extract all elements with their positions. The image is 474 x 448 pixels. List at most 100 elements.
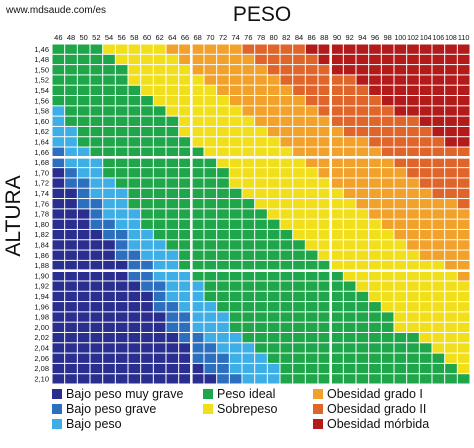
heatmap-cell — [419, 343, 432, 353]
heatmap-cell — [343, 343, 356, 353]
heatmap-cell — [103, 353, 115, 363]
heatmap-cell — [242, 322, 255, 332]
heatmap-cell — [65, 271, 77, 281]
heatmap-cell — [331, 209, 343, 219]
heatmap-cell — [381, 137, 394, 147]
heatmap-cell — [65, 96, 77, 106]
heatmap-cell — [128, 363, 141, 374]
heatmap-cell — [457, 137, 470, 147]
heatmap-cell — [457, 281, 470, 291]
heatmap-cell — [115, 322, 128, 332]
heatmap-cell — [217, 75, 229, 85]
heatmap-cell — [90, 75, 103, 85]
heatmap-cell — [343, 271, 356, 281]
heatmap-cell — [356, 199, 369, 209]
heatmap-cell — [331, 199, 343, 209]
heatmap-cell — [369, 54, 381, 65]
heatmap-cell — [242, 312, 255, 322]
heatmap-cell — [419, 229, 432, 240]
heatmap-cell — [90, 44, 103, 54]
heatmap-cell — [305, 199, 318, 209]
heatmap-cell — [128, 137, 141, 147]
heatmap-cell — [90, 363, 103, 374]
y-tick-label: 1,60 — [34, 117, 49, 126]
y-tick-label: 1,50 — [34, 65, 49, 74]
heatmap-cell — [65, 302, 77, 312]
heatmap-cell — [153, 209, 166, 219]
heatmap-cell — [242, 178, 255, 188]
heatmap-cell — [432, 106, 445, 116]
heatmap-cell — [457, 126, 470, 137]
heatmap-cell — [432, 260, 445, 271]
y-tick-label: 1,84 — [34, 241, 49, 250]
heatmap-cell — [394, 240, 407, 250]
heatmap-cell — [280, 363, 293, 374]
heatmap-cell — [103, 199, 115, 209]
heatmap-cell — [115, 363, 128, 374]
heatmap-cell — [166, 229, 179, 240]
heatmap-cell — [343, 229, 356, 240]
heatmap-cell — [293, 312, 305, 322]
heatmap-cell — [280, 178, 293, 188]
heatmap-cell — [293, 157, 305, 168]
heatmap-cell — [52, 209, 65, 219]
heatmap-cell — [356, 374, 369, 384]
heatmap-cell — [305, 157, 318, 168]
heatmap-cell — [267, 219, 280, 229]
heatmap-cell — [356, 137, 369, 147]
heatmap-cell — [305, 260, 318, 271]
heatmap-cell — [255, 126, 267, 137]
heatmap-cell — [280, 85, 293, 96]
heatmap-cell — [141, 44, 153, 54]
heatmap-cell — [128, 168, 141, 178]
heatmap-cell — [457, 219, 470, 229]
heatmap-cell — [343, 260, 356, 271]
heatmap-cell — [217, 332, 229, 343]
heatmap-cell — [229, 281, 242, 291]
heatmap-cell — [280, 229, 293, 240]
heatmap-cell — [52, 75, 65, 85]
heatmap-cell — [369, 96, 381, 106]
heatmap-cell — [166, 188, 179, 199]
heatmap-cell — [65, 106, 77, 116]
heatmap-cell — [217, 343, 229, 353]
heatmap-cell — [103, 363, 115, 374]
heatmap-cell — [204, 157, 217, 168]
heatmap-cell — [381, 54, 394, 65]
heatmap-cell — [191, 85, 204, 96]
heatmap-cell — [255, 363, 267, 374]
heatmap-cell — [267, 54, 280, 65]
heatmap-cell — [343, 178, 356, 188]
heatmap-cell — [369, 312, 381, 322]
heatmap-cell — [381, 281, 394, 291]
heatmap-cell — [242, 291, 255, 302]
heatmap-cell — [293, 85, 305, 96]
heatmap-cell — [52, 178, 65, 188]
heatmap-cell — [267, 260, 280, 271]
heatmap-cell — [191, 209, 204, 219]
heatmap-cell — [65, 209, 77, 219]
grid-lines — [30, 30, 470, 384]
heatmap-cell — [356, 291, 369, 302]
heatmap-cell — [52, 332, 65, 343]
heatmap-cell — [229, 291, 242, 302]
heatmap-cell — [191, 96, 204, 106]
heatmap-cell — [407, 188, 419, 199]
heatmap-cell — [166, 374, 179, 384]
heatmap-cell — [407, 126, 419, 137]
heatmap-cell — [255, 168, 267, 178]
heatmap-cell — [153, 137, 166, 147]
heatmap-cell — [153, 281, 166, 291]
heatmap-cell — [103, 157, 115, 168]
heatmap-cell — [305, 126, 318, 137]
heatmap-cell — [52, 302, 65, 312]
heatmap-cell — [343, 157, 356, 168]
heatmap-cell — [356, 219, 369, 229]
heatmap-cell — [280, 291, 293, 302]
heatmap-cell — [153, 168, 166, 178]
heatmap-cell — [166, 209, 179, 219]
heatmap-cell — [445, 75, 457, 85]
heatmap-cell — [293, 353, 305, 363]
heatmap-cell — [280, 199, 293, 209]
heatmap-cell — [242, 363, 255, 374]
